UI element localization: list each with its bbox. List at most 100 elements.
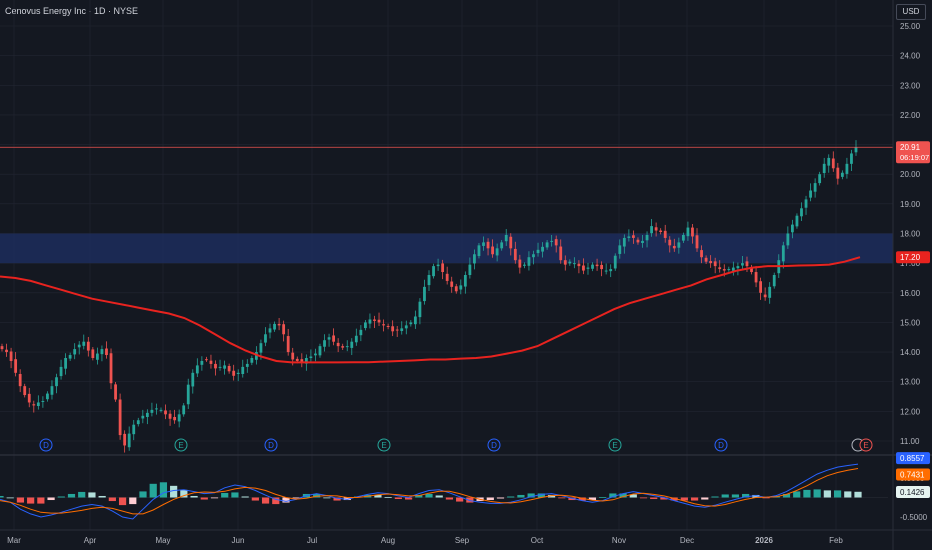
- histogram-bar: [721, 494, 729, 498]
- time-tick-label: Sep: [455, 536, 470, 545]
- candle-body: [259, 343, 263, 353]
- candle-body: [82, 341, 86, 346]
- candle-body: [14, 359, 18, 373]
- candle-body: [182, 405, 186, 415]
- time-tick-label: Aug: [381, 536, 395, 545]
- event-marker: [174, 438, 188, 452]
- price-axis[interactable]: 25.0024.0023.0022.0021.0020.0019.0018.00…: [900, 22, 921, 446]
- candle-body: [0, 346, 4, 350]
- candle-body: [822, 163, 826, 174]
- candle-body: [491, 246, 494, 255]
- candle-body: [813, 183, 817, 192]
- currency-button[interactable]: USD: [896, 4, 926, 20]
- histogram-bar: [731, 494, 740, 498]
- candle-body: [486, 241, 490, 249]
- candle-body: [554, 239, 558, 246]
- candle-body: [768, 286, 772, 298]
- candle-body: [23, 386, 27, 396]
- time-axis[interactable]: Mar Apr May Jun Jul Aug Sep Oct Nov Dec 2026 Feb: [0, 529, 932, 545]
- ma-badge: 17.20: [900, 253, 921, 262]
- histogram-bar: [782, 493, 791, 498]
- histogram-bar: [823, 490, 831, 498]
- histogram-bar: [833, 490, 842, 498]
- candle-body: [282, 324, 286, 335]
- price-tick-label: 16.00: [900, 289, 921, 298]
- candle-body: [218, 366, 222, 368]
- price-tick-label: 11.00: [900, 437, 920, 446]
- histogram-bar: [313, 493, 321, 498]
- candle-body: [123, 433, 127, 446]
- candle-body: [436, 264, 440, 267]
- candle-body: [273, 323, 276, 330]
- candle-body: [241, 366, 245, 375]
- histogram-bar: [159, 482, 168, 498]
- histogram-bar: [445, 497, 454, 500]
- event-marker-label: D: [43, 441, 49, 450]
- candle-body: [64, 358, 67, 369]
- candle-body: [450, 281, 454, 287]
- candle-body: [236, 372, 240, 375]
- histogram-bar: [200, 497, 208, 500]
- candle-body: [454, 286, 458, 292]
- candle-body: [659, 230, 663, 233]
- candle-body: [845, 163, 849, 174]
- histogram-bar: [333, 497, 341, 501]
- event-marker-label: D: [268, 441, 274, 450]
- candle-body: [632, 235, 635, 238]
- candle-body: [345, 346, 349, 348]
- histogram-bar: [415, 494, 423, 498]
- candle-body: [318, 346, 322, 356]
- candle-body: [477, 245, 481, 257]
- histogram-bar: [343, 497, 351, 501]
- candle-body: [127, 433, 131, 448]
- histogram-bar: [803, 489, 811, 498]
- candle-body: [695, 235, 699, 249]
- candle-body: [150, 409, 154, 413]
- macd-line: [0, 463, 859, 520]
- candle-body: [677, 242, 681, 248]
- histogram-bar: [425, 493, 433, 498]
- candle-body: [572, 263, 576, 265]
- candle-body: [831, 158, 835, 169]
- histogram-bar: [690, 497, 699, 501]
- histogram-bar: [496, 497, 505, 499]
- candle-body: [304, 358, 308, 364]
- histogram-bar: [588, 497, 597, 501]
- candle-body: [155, 408, 158, 410]
- candle-body: [73, 349, 77, 355]
- candle-body: [86, 341, 90, 351]
- candle-body: [268, 328, 272, 333]
- event-marker: [264, 438, 278, 452]
- histogram-bar: [404, 497, 413, 500]
- price-tick-label: 24.00: [900, 52, 921, 61]
- candle-body: [532, 254, 535, 258]
- candle-body: [563, 260, 567, 265]
- candle-body: [641, 240, 644, 243]
- candle-body: [400, 328, 404, 332]
- candle-body: [513, 248, 517, 261]
- last-price-badge-bg: [896, 141, 930, 164]
- event-marker-label: E: [863, 441, 868, 450]
- candle-body: [759, 281, 763, 293]
- histogram-bar: [231, 492, 239, 498]
- candle-body: [36, 402, 40, 407]
- candle-body: [595, 264, 599, 267]
- histogram-bar: [558, 497, 566, 499]
- candle-body: [41, 400, 45, 402]
- histogram-bar: [701, 497, 709, 500]
- price-tick-label: 15.00: [900, 318, 921, 327]
- candle-body: [445, 273, 449, 281]
- candle-body: [291, 352, 295, 360]
- macd-badge-bg: [896, 452, 930, 465]
- candle-body: [818, 174, 822, 184]
- candle-body: [522, 264, 526, 266]
- candle-body: [191, 372, 195, 387]
- event-marker: [39, 438, 53, 452]
- time-tick-label: Mar: [7, 536, 21, 545]
- candle-body: [672, 245, 676, 249]
- histogram-bar: [78, 491, 86, 498]
- candle-body: [459, 285, 463, 290]
- price-tick-label: 23.00: [900, 81, 921, 90]
- macd-histogram: [0, 482, 888, 506]
